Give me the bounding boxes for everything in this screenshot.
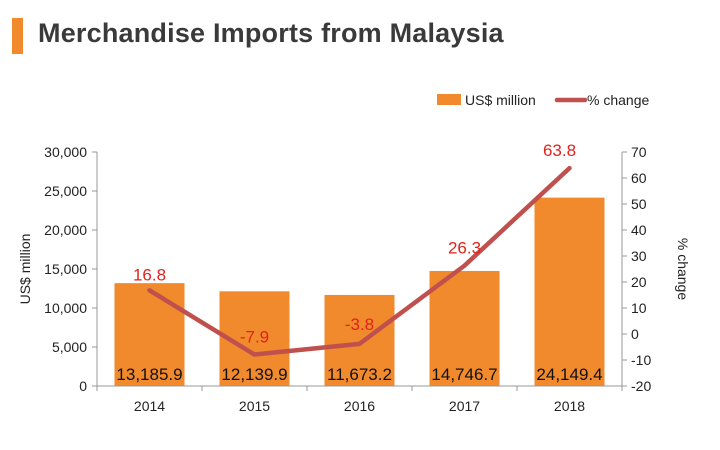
- x-tick-label: 2014: [134, 398, 165, 414]
- x-tick-label: 2015: [239, 398, 270, 414]
- y2-tick-label: 50: [631, 196, 647, 212]
- pct-value-label: 26.3: [448, 239, 481, 258]
- y2-tick-label: -20: [631, 378, 651, 394]
- bar-2014: [114, 283, 185, 386]
- y-tick-label: 30,000: [44, 144, 87, 160]
- x-tick-label: 2017: [449, 398, 480, 414]
- labels-layer: 13,185.9 12,139.9 11,673.2 14,746.7 24,149.4…: [116, 141, 602, 384]
- y2-tick-label: 40: [631, 222, 647, 238]
- pct-value-label: -3.8: [345, 315, 374, 334]
- y2-tick-label: 30: [631, 248, 647, 264]
- y2-tick-label: 10: [631, 300, 647, 316]
- bar-value-label: 11,673.2: [327, 365, 392, 384]
- bar-value-label: 14,746.7: [431, 365, 497, 384]
- y-tick-label: 10,000: [44, 300, 87, 316]
- y2-tick-label: 60: [631, 170, 647, 186]
- bar-2017: [429, 270, 500, 386]
- legend-bar-label: US$ million: [465, 92, 536, 108]
- pct-value-label: -7.9: [240, 328, 269, 347]
- bar-2016: [324, 294, 395, 386]
- y-axis-title: US$ million: [17, 234, 33, 305]
- y-tick-label: 15,000: [44, 261, 87, 277]
- legend-line-label: % change: [587, 92, 649, 108]
- legend: US$ million % change: [437, 92, 649, 108]
- axes-layer: 0 5,000 10,000 15,000 20,000 25,000 30,000 -20 -…: [44, 144, 651, 414]
- x-tick-label: 2018: [554, 398, 585, 414]
- pct-value-label: 63.8: [543, 141, 576, 160]
- bar-2018: [534, 197, 605, 386]
- chart-title: Merchandise Imports from Malaysia: [38, 18, 504, 48]
- y-tick-label: 5,000: [52, 339, 87, 355]
- y2-axis-title: % change: [675, 238, 691, 300]
- y2-tick-label: 70: [631, 144, 647, 160]
- y2-tick-label: 0: [631, 326, 639, 342]
- y2-tick-label: -10: [631, 352, 651, 368]
- x-tick-label: 2016: [344, 398, 375, 414]
- legend-bar-swatch: [437, 94, 461, 105]
- y2-tick-label: 20: [631, 274, 647, 290]
- bar-value-label: 12,139.9: [221, 365, 287, 384]
- line-layer: [147, 165, 572, 357]
- bar-value-label: 24,149.4: [536, 365, 602, 384]
- title-accent-bar: [12, 18, 23, 54]
- pct-value-label: 16.8: [133, 265, 166, 284]
- y-tick-label: 20,000: [44, 222, 87, 238]
- bars-layer: [114, 197, 605, 386]
- bar-value-label: 13,185.9: [116, 365, 182, 384]
- y-tick-label: 25,000: [44, 183, 87, 199]
- y-tick-label: 0: [79, 378, 87, 394]
